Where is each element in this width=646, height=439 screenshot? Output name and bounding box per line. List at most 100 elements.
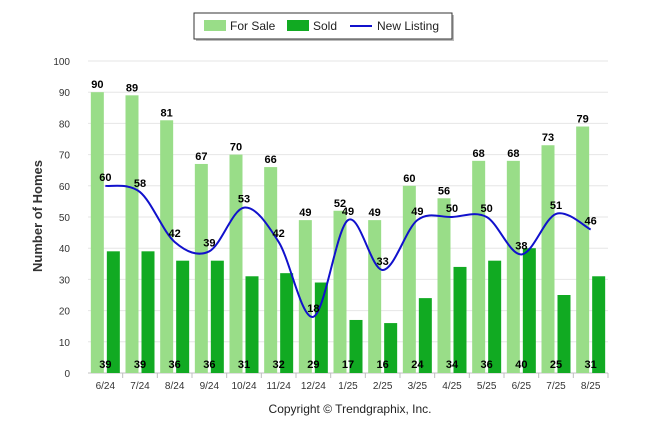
bar-for-sale [194, 163, 208, 373]
y-tick-label: 100 [53, 57, 70, 68]
data-label-sold: 32 [273, 359, 285, 371]
bar-for-sale [368, 220, 382, 373]
data-label-new-listing: 53 [238, 194, 250, 206]
y-tick-label: 40 [59, 244, 71, 255]
data-label-sold: 34 [446, 359, 459, 371]
data-label-sold: 16 [377, 359, 389, 371]
data-label-sold: 39 [99, 359, 111, 371]
data-label-new-listing: 42 [273, 228, 285, 240]
data-label-for-sale: 56 [438, 185, 450, 197]
bar-for-sale [125, 95, 139, 373]
bar-for-sale [160, 120, 174, 373]
y-tick-label: 30 [59, 275, 71, 286]
y-tick-label: 70 [59, 151, 71, 162]
x-tick-label: 8/24 [165, 381, 185, 392]
x-tick-label: 3/25 [408, 381, 428, 392]
x-tick-label: 10/24 [231, 381, 256, 392]
bar-sold [592, 276, 606, 373]
data-label-sold: 17 [342, 359, 354, 371]
data-label-for-sale: 68 [507, 148, 519, 160]
x-tick-labels: 6/24 7/24 8/24 9/24 10/24 11/24 12/24 1/25 2/25 3… [96, 381, 601, 392]
copyright-credit: Copyright © Trendgraphix, Inc. [269, 402, 432, 416]
legend-label-new-listing: New Listing [377, 19, 439, 33]
data-label-for-sale: 90 [91, 79, 103, 91]
bar-for-sale [541, 145, 555, 373]
x-tick-label: 8/25 [581, 381, 601, 392]
data-label-new-listing: 50 [481, 203, 493, 215]
data-label-sold: 25 [550, 359, 562, 371]
data-label-new-listing: 42 [169, 228, 181, 240]
x-tick-label: 1/25 [338, 381, 358, 392]
data-label-for-sale: 73 [542, 132, 554, 144]
bar-sold [314, 282, 328, 373]
data-label-for-sale: 66 [265, 154, 277, 166]
y-tick-label: 60 [59, 182, 71, 193]
data-label-sold: 29 [307, 359, 319, 371]
bar-sold [522, 248, 536, 373]
legend-label-for-sale: For Sale [230, 19, 276, 33]
data-label-sold: 31 [585, 359, 597, 371]
data-label-new-listing: 46 [585, 215, 597, 227]
x-tick-label: 5/25 [477, 381, 497, 392]
bar-for-sale [90, 92, 104, 373]
data-label-for-sale: 52 [334, 198, 346, 210]
legend-swatch-for-sale [204, 20, 226, 31]
data-label-sold: 36 [203, 359, 215, 371]
x-tick-label: 7/24 [130, 381, 150, 392]
y-tick-label: 50 [59, 213, 71, 224]
data-label-new-listing: 49 [411, 206, 423, 218]
bar-for-sale [472, 160, 486, 373]
bar-sold [453, 266, 467, 373]
new-listing-line [105, 184, 592, 318]
data-label-new-listing: 50 [446, 203, 458, 215]
data-label-for-sale: 49 [369, 207, 381, 219]
bar-sold [557, 295, 571, 373]
data-label-for-sale: 79 [577, 114, 589, 126]
bar-sold [349, 319, 363, 373]
legend-label-sold: Sold [313, 19, 337, 33]
data-label-for-sale: 81 [161, 107, 173, 119]
x-tick-label: 2/25 [373, 381, 393, 392]
bar-for-sale [402, 185, 416, 373]
x-tick-label: 12/24 [301, 381, 326, 392]
bar-sold [245, 276, 259, 373]
data-label-sold: 40 [515, 359, 527, 371]
data-label-for-sale: 67 [195, 151, 207, 163]
legend-swatch-sold [287, 20, 309, 31]
data-label-new-listing: 49 [342, 206, 354, 218]
data-label-new-listing: 58 [134, 178, 146, 190]
grid-layer [88, 60, 609, 378]
data-label-for-sale: 68 [473, 148, 485, 160]
y-tick-label: 10 [59, 338, 71, 349]
data-label-new-listing: 60 [99, 172, 111, 184]
bar-for-sale [333, 210, 347, 373]
y-tick-label: 80 [59, 119, 71, 130]
bar-sold [176, 260, 190, 373]
y-tick-label: 0 [64, 369, 70, 380]
bar-sold [488, 260, 502, 373]
legend-box [193, 12, 453, 40]
bar-sold [141, 251, 155, 373]
x-tick-label: 7/25 [546, 381, 566, 392]
x-tick-label: 9/24 [200, 381, 220, 392]
data-label-new-listing: 38 [515, 240, 527, 252]
data-label-for-sale: 49 [299, 207, 311, 219]
data-label-sold: 24 [411, 359, 424, 371]
data-label-for-sale: 60 [403, 173, 415, 185]
y-axis-label: Number of Homes [30, 160, 45, 272]
data-label-new-listing: 33 [377, 256, 389, 268]
bar-sold [384, 323, 398, 373]
y-tick-label: 90 [59, 88, 71, 99]
bar-for-sale [506, 160, 520, 373]
legend: For Sale Sold New Listing [193, 12, 454, 41]
line-layer [105, 184, 592, 318]
bar-for-sale [229, 154, 243, 373]
bar-for-sale [576, 126, 590, 374]
bar-sold [106, 251, 120, 373]
data-label-for-sale: 89 [126, 82, 138, 94]
data-label-sold: 31 [238, 359, 250, 371]
data-label-new-listing: 18 [307, 303, 319, 315]
